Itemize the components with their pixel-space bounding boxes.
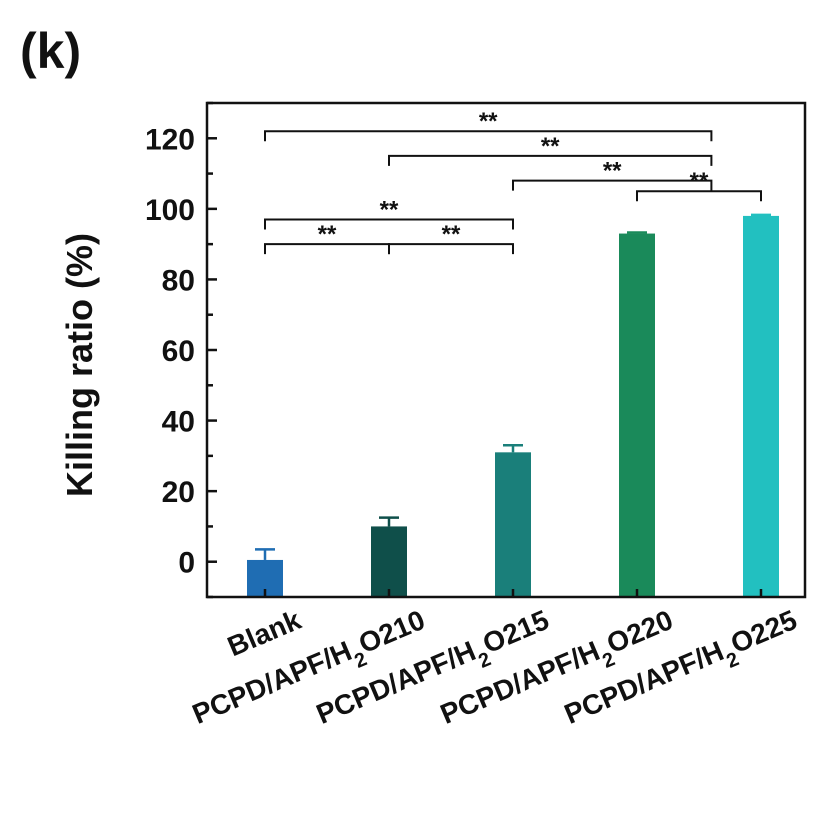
x-tick-label: Blank — [223, 604, 306, 662]
panel-label: (k) — [20, 23, 82, 79]
significance-bracket — [264, 218, 514, 230]
bar — [495, 452, 531, 597]
significance-label: ** — [603, 158, 622, 185]
y-tick-label: 120 — [145, 123, 195, 156]
bar — [371, 526, 407, 597]
significance-label: ** — [541, 133, 560, 160]
y-axis-label: Killing ratio (%) — [59, 233, 100, 497]
significance-label: ** — [690, 168, 709, 195]
significance-label: ** — [380, 196, 399, 223]
bar — [743, 215, 779, 597]
significance-bracket — [388, 243, 514, 255]
bars-group — [247, 213, 779, 598]
significance-bracket — [636, 190, 762, 202]
x-tick-label: PCPD/APF/H2O225 — [560, 604, 805, 739]
y-tick-label: 0 — [178, 547, 195, 580]
bar — [619, 233, 655, 598]
y-tick-label: 60 — [162, 335, 195, 368]
y-tick-label: 40 — [162, 406, 195, 439]
axes: 020406080100120BlankPCPD/APF/H2O210PCPD/… — [145, 101, 807, 739]
significance-brackets: ** ** ** ** ** ** ** — [264, 108, 762, 255]
y-tick-label: 80 — [162, 264, 195, 297]
y-tick-label: 100 — [145, 194, 195, 227]
significance-label: ** — [479, 108, 498, 135]
significance-bracket — [388, 154, 713, 166]
significance-label: ** — [318, 221, 337, 248]
y-tick-label: 20 — [162, 476, 195, 509]
significance-label: ** — [442, 221, 461, 248]
significance-bracket — [264, 130, 713, 142]
significance-bracket — [512, 179, 713, 191]
